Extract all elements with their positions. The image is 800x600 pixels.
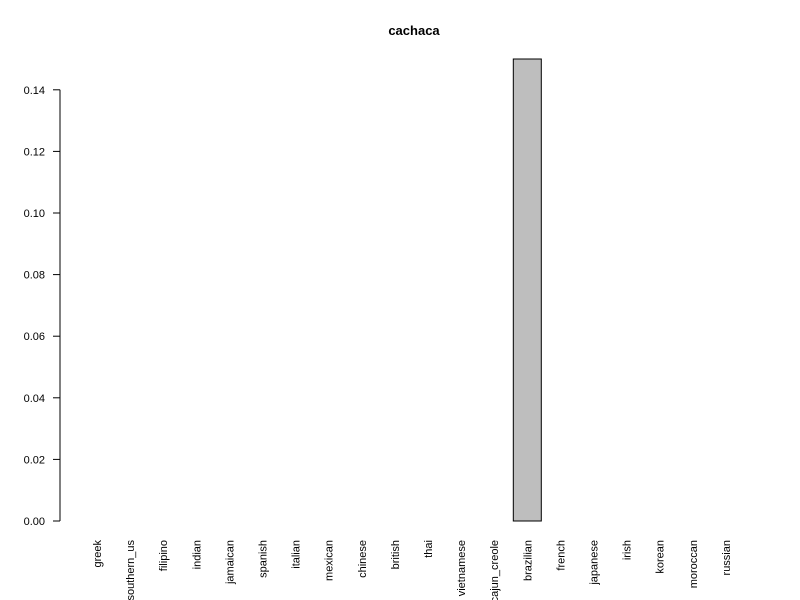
bars: [512, 58, 542, 522]
x-tick-label-brazilian: brazilian: [522, 540, 534, 581]
chart-title: cachaca: [388, 23, 440, 38]
x-tick-label-southern_us: southern_us: [125, 540, 137, 600]
x-tick-label-japanese: japanese: [589, 540, 601, 586]
x-tick-label-vietnamese: vietnamese: [456, 540, 468, 596]
x-tick-label-british: british: [390, 540, 402, 569]
x-tick-label-cajun_creole: cajun_creole: [489, 540, 501, 600]
x-tick-label-italian: italian: [291, 540, 303, 569]
y-tick-label: 0.04: [24, 393, 45, 405]
x-tick-label-korean: korean: [655, 540, 667, 574]
x-tick-label-indian: indian: [191, 540, 203, 569]
x-tick-label-french: french: [555, 540, 567, 571]
x-tick-label-thai: thai: [423, 540, 435, 558]
x-tick-label-russian: russian: [721, 540, 733, 575]
x-tick-label-jamaican: jamaican: [224, 540, 236, 585]
x-tick-label-moroccan: moroccan: [688, 540, 700, 588]
y-tick-label: 0.02: [24, 454, 45, 466]
bar-brazilian: [512, 58, 542, 522]
x-tick-label-mexican: mexican: [324, 540, 336, 581]
y-tick-label: 0.06: [24, 331, 45, 343]
y-axis: 0.00 0.02 0.04 0.06 0.08 0.10 0.12 0.14: [24, 85, 61, 528]
y-tick-label: 0.08: [24, 270, 45, 282]
y-tick-label: 0.14: [24, 85, 45, 97]
y-tick-label: 0.12: [24, 146, 45, 158]
x-tick-label-irish: irish: [622, 540, 634, 560]
x-tick-label-greek: greek: [92, 540, 104, 568]
x-tick-label-spanish: spanish: [258, 540, 270, 578]
y-tick-label: 0.10: [24, 208, 45, 220]
x-axis-labels: greek southern_us filipino indian jamaican sp…: [92, 540, 733, 600]
x-tick-label-chinese: chinese: [357, 540, 369, 578]
y-tick-label: 0.00: [24, 516, 45, 528]
x-tick-label-filipino: filipino: [158, 540, 170, 571]
